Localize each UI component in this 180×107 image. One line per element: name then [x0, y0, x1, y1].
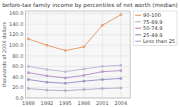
y-axis-label: thousands of 2004 dollars: [1, 22, 7, 87]
point: [101, 65, 103, 67]
legend-label: Less than 25: [143, 38, 175, 44]
point: [83, 88, 85, 90]
title: before-tax family income by percentiles …: [2, 2, 178, 9]
series-line: [28, 88, 120, 91]
x-tick-label: 1989: [22, 100, 35, 106]
legend-swatch: [135, 28, 141, 29]
legend-label: 75-89.9: [143, 19, 162, 25]
series-line: [28, 78, 120, 83]
point: [64, 70, 66, 72]
legend-label: 25-49.9: [143, 32, 162, 38]
point: [64, 82, 66, 84]
y-tick-label: 160.0: [9, 10, 23, 16]
y-tick-label: 140.0: [9, 21, 23, 27]
point: [83, 80, 85, 82]
x-tick-label: 1992: [41, 100, 54, 106]
point: [46, 44, 48, 46]
point: [27, 38, 29, 40]
point: [46, 81, 48, 83]
x-grid-line: [46, 11, 47, 98]
point: [46, 68, 48, 70]
legend-swatch: [135, 41, 141, 42]
plot-frame: [25, 11, 130, 98]
legend-label: 90-100: [143, 12, 161, 18]
legend-swatch: [135, 15, 141, 16]
x-grid-line: [102, 11, 103, 98]
x-tick-label: 2004: [114, 100, 127, 106]
legend-label: 50-74.9: [143, 25, 162, 31]
y-grid-line: [25, 45, 130, 46]
point: [64, 77, 66, 79]
point: [101, 70, 103, 72]
legend: 90-10075-89.950-74.925-49.9Less than 25: [133, 11, 177, 46]
series-line: [28, 15, 120, 51]
point: [101, 78, 103, 80]
y-grid-line: [25, 55, 130, 56]
point: [120, 77, 122, 79]
x-tick-label: 2001: [96, 100, 109, 106]
point: [46, 89, 48, 91]
y-grid-line: [25, 24, 130, 25]
point: [120, 69, 122, 71]
point: [27, 78, 29, 80]
point: [120, 64, 122, 66]
y-grid-line: [25, 34, 130, 35]
point: [120, 87, 122, 89]
point: [64, 89, 66, 91]
x-grid-line: [28, 11, 29, 98]
x-tick-label: 1998: [78, 100, 91, 106]
point: [46, 75, 48, 77]
y-tick-label: 120.0: [9, 31, 23, 37]
point: [27, 71, 29, 73]
legend-swatch: [135, 34, 141, 35]
grid: [25, 11, 130, 98]
chart: 0.020.040.060.080.0100.0120.0140.0160.01…: [0, 0, 180, 107]
point: [64, 49, 66, 51]
y-tick-label: 100.0: [9, 42, 23, 48]
x-grid-line: [120, 11, 121, 98]
legend-swatch: [135, 21, 141, 22]
plot-area: [25, 11, 130, 98]
point: [83, 74, 85, 76]
point: [83, 46, 85, 48]
y-grid-line: [25, 13, 130, 14]
x-grid-line: [65, 11, 66, 98]
series-group: [27, 13, 122, 91]
y-tick-label: 40.0: [12, 74, 23, 80]
y-tick-label: 20.0: [12, 84, 23, 90]
point: [101, 24, 103, 26]
point: [120, 13, 122, 15]
series-line: [28, 65, 120, 71]
y-tick-label: 80.0: [12, 53, 23, 59]
legend-box: [133, 11, 177, 46]
point: [27, 65, 29, 67]
y-tick-label: 60.0: [12, 63, 23, 69]
point: [101, 87, 103, 89]
x-tick-label: 1995: [59, 100, 72, 106]
series-line: [28, 71, 120, 78]
x-grid-line: [83, 11, 84, 98]
point: [83, 68, 85, 70]
point: [27, 87, 29, 89]
